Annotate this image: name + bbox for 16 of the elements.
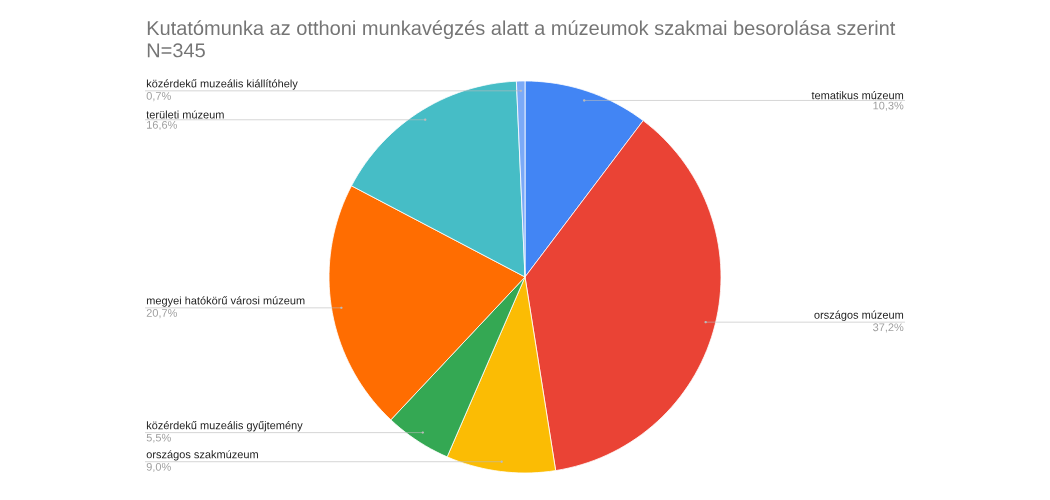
- data-label: 5,5%: [146, 433, 171, 443]
- slice-label: területi múzeum: [146, 110, 224, 119]
- slice-label: országos múzeum: [814, 310, 904, 321]
- slice-label: közérdekű muzeális kiállítóhely: [146, 79, 298, 90]
- slice-label: közérdekű muzeális gyűjtemény: [146, 421, 303, 432]
- data-label: 37,2%: [873, 323, 904, 333]
- data-label: 9,0%: [146, 462, 171, 473]
- chart-subtitle: N=345: [147, 43, 205, 58]
- data-label: 16,6%: [147, 120, 177, 131]
- data-label: 10,3%: [873, 101, 904, 111]
- data-label: 20,7%: [146, 309, 177, 319]
- data-label: 0,7%: [146, 92, 171, 102]
- slice-label: tematikus múzeum: [811, 91, 904, 100]
- slice-label: országos szakmúzeum: [146, 450, 258, 461]
- chart-title: Kutatómunka az otthoni munkavégzés alatt a múzeumok szakmai besorolása szerint: [147, 20, 896, 40]
- slice-label: megyei hatókörű városi múzeum: [146, 296, 305, 307]
